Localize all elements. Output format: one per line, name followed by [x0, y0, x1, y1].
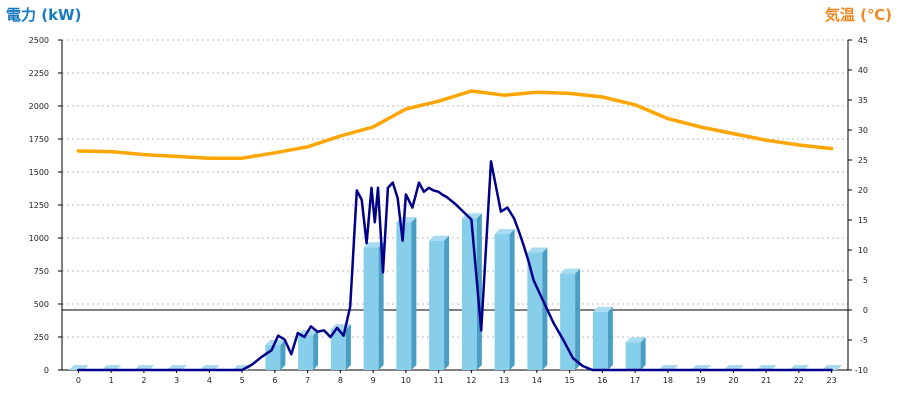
left-tick-label: 1750	[29, 135, 49, 144]
x-tick-label: 16	[597, 376, 607, 385]
power-bar	[527, 252, 543, 370]
x-tick-label: 23	[827, 376, 837, 385]
left-tick-label: 1500	[29, 168, 49, 177]
power-bar	[461, 218, 477, 370]
left-axis-title: 電力 (kW)	[6, 6, 82, 24]
x-tick-label: 13	[499, 376, 509, 385]
x-tick-label: 5	[240, 376, 245, 385]
left-tick-label: 2250	[29, 69, 49, 78]
right-axis-title: 気温 (℃)	[824, 6, 892, 24]
power-bar	[560, 273, 576, 370]
power-bar-side	[575, 268, 581, 370]
x-tick-label: 8	[338, 376, 343, 385]
temperature-line	[76, 89, 834, 160]
right-tick-label: 45	[858, 36, 868, 45]
right-tick-label: -10	[855, 366, 868, 375]
right-tick-label: 15	[858, 216, 868, 225]
x-tick-label: 15	[565, 376, 575, 385]
power-bar-top	[429, 235, 450, 241]
x-tick-label: 12	[466, 376, 476, 385]
left-tick-label: 250	[34, 333, 49, 342]
left-tick-label: 500	[34, 300, 49, 309]
power-bar-top	[560, 268, 581, 274]
power-bar	[396, 222, 412, 370]
x-tick-label: 10	[401, 376, 411, 385]
x-tick-label: 18	[663, 376, 673, 385]
power-bar-top	[592, 306, 613, 312]
power-bar	[363, 247, 379, 370]
x-tick-label: 0	[76, 376, 81, 385]
power-line	[77, 160, 833, 372]
x-tick-label: 9	[371, 376, 376, 385]
x-tick-label: 21	[761, 376, 771, 385]
power-bar	[298, 335, 314, 370]
x-tick-label: 17	[630, 376, 640, 385]
left-tick-label: 750	[34, 267, 49, 276]
x-tick-label: 11	[434, 376, 444, 385]
power-bar	[592, 311, 608, 370]
power-bar-side	[345, 324, 351, 370]
right-tick-label: 0	[863, 306, 868, 315]
left-tick-label: 0	[44, 366, 49, 375]
power-bar-side	[444, 235, 450, 370]
power-bar-top	[625, 337, 646, 343]
power-bar	[429, 240, 445, 370]
power-bar-top	[363, 242, 384, 248]
right-tick-label: 10	[858, 246, 868, 255]
power-bar-side	[607, 306, 613, 370]
right-tick-label: 40	[858, 66, 868, 75]
x-tick-label: 3	[174, 376, 179, 385]
x-tick-label: 4	[207, 376, 212, 385]
x-tick-label: 22	[794, 376, 804, 385]
x-tick-label: 19	[696, 376, 706, 385]
power-bar-side	[640, 337, 646, 370]
power-bar-side	[280, 339, 286, 370]
x-tick-label: 14	[532, 376, 542, 385]
left-tick-label: 1250	[29, 201, 49, 210]
x-tick-label: 20	[728, 376, 738, 385]
power-bar-side	[509, 229, 515, 370]
right-tick-label: 30	[858, 126, 868, 135]
power-bar-side	[411, 217, 417, 370]
power-bar	[330, 329, 346, 370]
right-tick-label: 5	[863, 276, 868, 285]
x-tick-label: 7	[305, 376, 310, 385]
power-bar-side	[542, 247, 548, 370]
right-tick-label: 25	[858, 156, 868, 165]
right-tick-label: 35	[858, 96, 868, 105]
x-tick-label: 6	[272, 376, 277, 385]
right-tick-label: 20	[858, 186, 868, 195]
left-tick-label: 1000	[29, 234, 49, 243]
power-bar-side	[378, 242, 384, 370]
power-bar	[494, 234, 510, 370]
left-tick-label: 2500	[29, 36, 49, 45]
left-tick-label: 2000	[29, 102, 49, 111]
x-tick-label: 2	[141, 376, 146, 385]
power-bar-top	[527, 247, 548, 253]
x-tick-label: 1	[109, 376, 114, 385]
power-bar-side	[313, 330, 319, 370]
power-bar	[625, 342, 641, 370]
power-bar-top	[494, 229, 515, 235]
right-tick-label: -5	[860, 336, 868, 345]
